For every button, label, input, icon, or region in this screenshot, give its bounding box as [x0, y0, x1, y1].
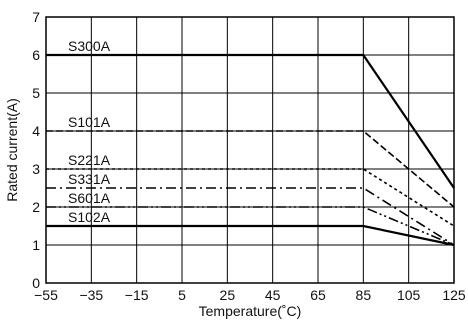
x-tick-label: −35: [79, 287, 103, 303]
plot-frame: [45, 16, 455, 284]
x-axis-label: Temperature(˚C): [199, 303, 302, 319]
series-line-s300a: [46, 53, 455, 189]
series-line-s102a: [46, 224, 455, 247]
x-tick-label: 125: [442, 287, 466, 303]
series-label-s101a: S101A: [68, 114, 111, 130]
y-tick-label: 0: [32, 275, 40, 291]
y-tick-label: 7: [32, 9, 40, 25]
x-tick-label: 45: [265, 287, 281, 303]
y-tick-label: 5: [32, 85, 40, 101]
y-tick-label: 2: [32, 199, 40, 215]
series-label-s221a: S221A: [68, 152, 111, 168]
series-label-s102a: S102A: [68, 209, 111, 225]
y-tick-label: 1: [32, 237, 40, 253]
x-tick-label: 5: [178, 287, 186, 303]
x-tick-label: 65: [310, 287, 326, 303]
x-tick-label: −15: [125, 287, 149, 303]
series-label-s331a: S331A: [68, 171, 111, 187]
series-lines: [46, 53, 455, 247]
y-tick-label: 4: [32, 123, 40, 139]
series-labels: S300A S101A S221A S331A S601A S102A: [68, 38, 111, 225]
y-tick-label: 3: [32, 161, 40, 177]
series-line-s101a: [46, 130, 455, 208]
series-line-s331a: [46, 187, 455, 246]
y-tick-label: 6: [32, 47, 40, 63]
x-tick-label: −55: [34, 287, 58, 303]
series-label-s300a: S300A: [68, 38, 111, 54]
series-label-s601a: S601A: [68, 190, 111, 206]
x-tick-label: 25: [220, 287, 236, 303]
x-tick-label: 85: [356, 287, 372, 303]
y-axis-label: Rated current(A): [4, 98, 20, 201]
x-tick-label: 105: [397, 287, 421, 303]
series-line-s601a: [46, 206, 455, 246]
